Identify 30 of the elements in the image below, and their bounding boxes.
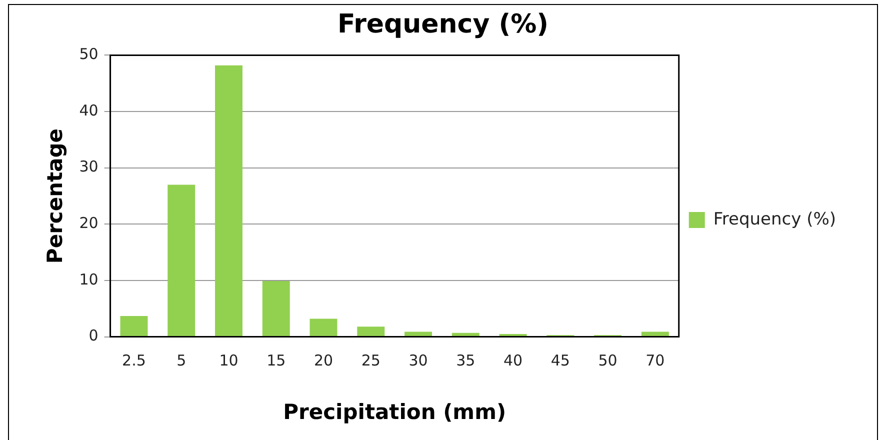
y-tick-label: 40 <box>79 101 98 120</box>
bar <box>120 316 148 336</box>
x-tick-label: 20 <box>314 352 334 370</box>
y-axis-title: Percentage <box>43 128 68 264</box>
x-tick-label: 40 <box>503 352 523 370</box>
y-tick-label: 50 <box>79 45 98 64</box>
bar <box>641 332 669 336</box>
x-tick-label: 2.5 <box>122 352 146 370</box>
x-tick-label: 30 <box>408 352 428 370</box>
bar <box>215 65 242 336</box>
y-tick-label: 10 <box>79 270 98 288</box>
bar <box>404 332 432 336</box>
x-tick-label: 35 <box>456 352 476 370</box>
bar <box>168 184 196 336</box>
legend-label: Frequency (%) <box>713 209 836 230</box>
bar <box>357 326 385 336</box>
x-tick-label: 25 <box>361 352 380 370</box>
bar <box>310 318 338 336</box>
bar <box>262 281 290 336</box>
x-tick-label: 50 <box>598 352 618 370</box>
y-tick-label: 30 <box>79 158 98 176</box>
y-tick-label: 20 <box>79 214 98 232</box>
x-axis-title: Precipitation (mm) <box>283 400 506 424</box>
x-tick-label: 10 <box>219 352 238 370</box>
y-tick-label: 0 <box>88 326 98 345</box>
x-tick-label: 45 <box>550 352 570 370</box>
x-tick-label: 5 <box>176 352 186 370</box>
x-tick-label: 15 <box>266 352 286 370</box>
x-tick-label: 70 <box>646 352 665 370</box>
chart-title: Frequency (%) <box>337 9 549 40</box>
